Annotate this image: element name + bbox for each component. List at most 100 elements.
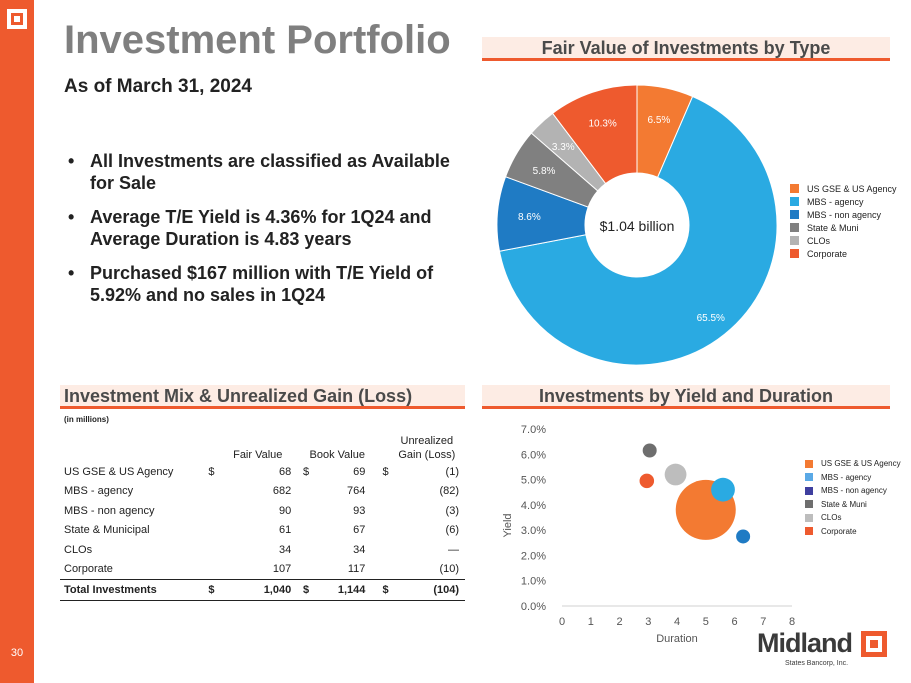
pie-section-header: Fair Value of Investments by Type xyxy=(482,37,890,61)
table-row: CLOs 34 34 — xyxy=(60,540,465,560)
legend-label: MBS - agency xyxy=(821,472,872,482)
y-tick-label: 0.0% xyxy=(521,601,546,613)
legend-label: State & Muni xyxy=(807,222,859,233)
cell-d3 xyxy=(367,540,388,560)
y-tick-label: 2.0% xyxy=(521,550,546,562)
bubble-point xyxy=(664,463,687,486)
cell-fair: 34 xyxy=(278,543,292,556)
page-title: Investment Portfolio xyxy=(64,18,451,62)
legend-entry: MBS - agency xyxy=(805,471,901,485)
cell-gain: (10) xyxy=(388,559,465,580)
mix-section-header: Investment Mix & Unrealized Gain (Loss) xyxy=(60,385,465,409)
legend-entry: Corporate xyxy=(805,525,901,539)
investment-mix-table: Fair Value Book Value Unrealized Gain (L… xyxy=(60,428,465,601)
total-name: Total Investments xyxy=(60,579,209,601)
legend-entry: MBS - agency xyxy=(790,195,897,208)
x-tick-label: 1 xyxy=(588,616,594,628)
legend-entry: State & Muni xyxy=(790,221,897,234)
legend-entry: MBS - non agency xyxy=(790,208,897,221)
x-tick-label: 5 xyxy=(703,616,709,628)
bubble-chart: 0.0% 1.0% 2.0% 3.0% 4.0% 5.0% 6.0% 7.0% 0 1 2 3 4 5 6 7… xyxy=(502,424,795,645)
table-row: MBS - agency 682 764 (82) xyxy=(60,482,465,502)
cell-name: MBS - non agency xyxy=(64,504,155,517)
y-tick-label: 7.0% xyxy=(521,424,546,436)
bullet-item: All Investments are classified as Availa… xyxy=(64,150,464,194)
legend-swatch xyxy=(790,236,799,245)
x-tick-label: 3 xyxy=(645,616,651,628)
legend-label: US GSE & US Agency xyxy=(821,459,901,469)
header-gain-line2: Gain (Loss) xyxy=(398,449,456,461)
cell-name: MBS - agency xyxy=(64,485,134,498)
cell-d3: $ xyxy=(382,465,389,478)
sidebar-strip: 30 xyxy=(0,0,34,683)
legend-swatch xyxy=(805,486,813,495)
legend-swatch xyxy=(805,513,813,522)
table-row: State & Municipal 61 67 (6) xyxy=(60,521,465,541)
pie-slice-label: 65.5% xyxy=(697,313,725,324)
cell-book: 69 xyxy=(353,465,366,478)
x-tick-label: 7 xyxy=(760,616,766,628)
pie-center-label: $1.04 billion xyxy=(600,218,675,234)
total-dollar: $ xyxy=(367,579,389,601)
cell-gain: (1) xyxy=(445,465,459,478)
cell-fair: 68 xyxy=(278,465,292,478)
total-book-value: 1,144 xyxy=(309,579,368,601)
legend-entry: US GSE & US Agency xyxy=(790,182,897,195)
cell-d3 xyxy=(367,482,388,502)
cell-d2 xyxy=(293,501,309,521)
cell-name: Corporate xyxy=(60,559,209,580)
midland-logo: Midland States Bancorp, Inc. xyxy=(757,628,897,673)
x-tick-label: 4 xyxy=(674,616,680,628)
midland-square-icon xyxy=(861,631,887,657)
table-header-row: Fair Value Book Value Unrealized Gain (L… xyxy=(60,428,465,462)
cell-book: 67 xyxy=(353,524,366,537)
pie-chart: 6.5% 65.5% 8.6% 5.8% 3.3% 10.3% $1.04 billion xyxy=(496,84,778,366)
legend-entry: US GSE & US Agency xyxy=(805,457,901,471)
cell-fair: 682 xyxy=(272,485,292,498)
cell-name: US GSE & US Agency xyxy=(64,465,174,478)
x-tick-label: 2 xyxy=(616,616,622,628)
pie-slice-label: 6.5% xyxy=(648,115,671,126)
legend-label: MBS - agency xyxy=(807,196,864,207)
cell-d3 xyxy=(367,501,388,521)
cell-fair: 107 xyxy=(224,559,294,580)
header-fair-value: Fair Value xyxy=(233,449,283,461)
x-tick-label: 8 xyxy=(789,616,795,628)
table-body: US GSE & US Agency $68 $69 $ (1) MBS - agency… xyxy=(60,462,465,580)
legend-swatch xyxy=(805,500,813,509)
cell-name: CLOs xyxy=(64,543,93,556)
y-tick-label: 4.0% xyxy=(521,500,546,512)
y-tick-label: 5.0% xyxy=(521,475,546,487)
x-axis-title: Duration xyxy=(656,633,698,645)
pie-slice xyxy=(551,84,638,185)
legend-swatch xyxy=(790,184,799,193)
table-row: MBS - non agency 90 93 (3) xyxy=(60,501,465,521)
legend-entry: State & Muni xyxy=(805,498,901,512)
legend-swatch xyxy=(790,223,799,232)
x-tick-label: 0 xyxy=(559,616,565,628)
page-subtitle: As of March 31, 2024 xyxy=(64,76,252,97)
bubble-legend: US GSE & US Agency MBS - agency MBS - non … xyxy=(805,457,901,538)
legend-swatch xyxy=(805,473,813,482)
table-row: Corporate 107 117 (10) xyxy=(60,559,465,580)
total-gain: (104) xyxy=(388,579,465,601)
pie-slice xyxy=(498,95,778,366)
cell-book: 764 xyxy=(347,485,366,498)
legend-swatch xyxy=(790,210,799,219)
cell-d2 xyxy=(293,521,309,541)
bubble-point xyxy=(736,529,751,544)
cell-d2: $ xyxy=(302,465,310,478)
cell-d2 xyxy=(293,540,309,560)
header-gain-line1: Unrealized xyxy=(400,435,454,447)
pie-slice-label: 8.6% xyxy=(518,212,541,223)
cell-d1 xyxy=(208,540,224,560)
cell-d3 xyxy=(367,559,389,580)
x-tick-label: 6 xyxy=(731,616,737,628)
header-unrealized-gain: Unrealized Gain (Loss) xyxy=(389,428,465,462)
brand-name: Midland xyxy=(757,628,853,658)
cell-d2 xyxy=(293,559,310,580)
cell-book: 117 xyxy=(309,559,368,580)
cell-gain: — xyxy=(448,543,459,556)
table-total-row: Total Investments $ 1,040 $ 1,144 $ (104… xyxy=(60,579,465,601)
brand-subtitle: States Bancorp, Inc. xyxy=(785,660,849,667)
